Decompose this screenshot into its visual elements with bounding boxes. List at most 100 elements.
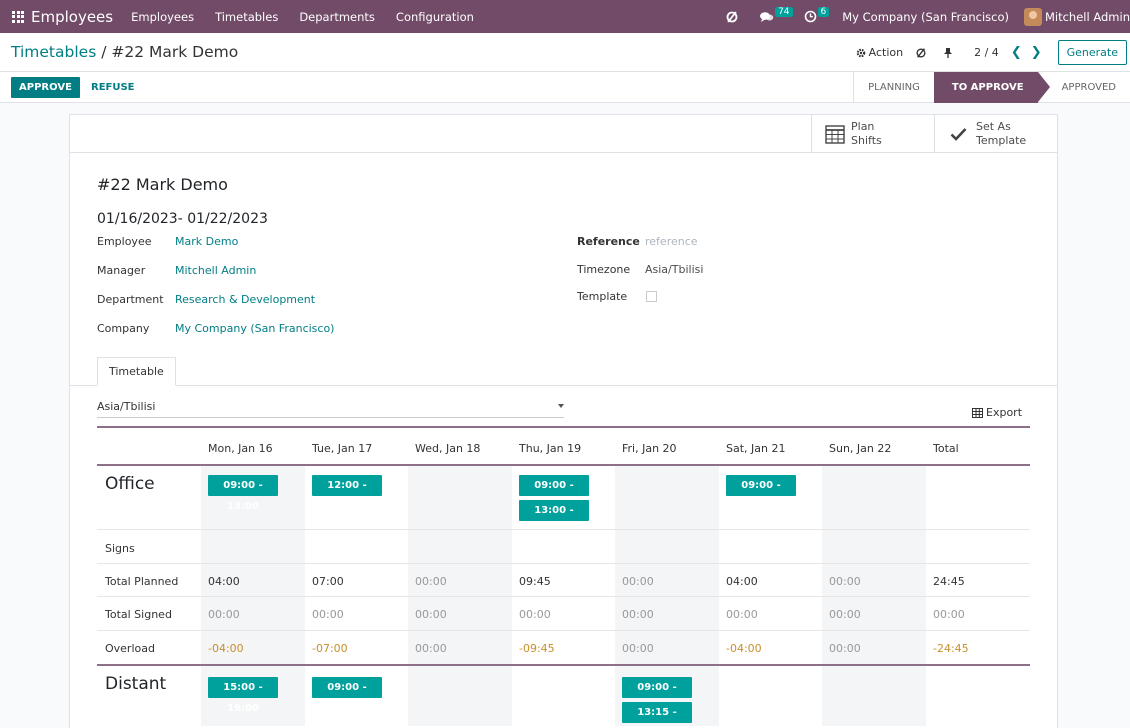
day-header-wed: Wed, Jan 18 [415, 442, 481, 455]
overload-thu: -09:45 [519, 642, 555, 655]
reference-label: Reference [577, 235, 640, 248]
signed-sun: 00:00 [829, 608, 861, 621]
action-menu-button[interactable]: Action [856, 46, 903, 59]
overload-total: -24:45 [933, 642, 969, 655]
shift-block[interactable]: 09:00 - 12:30 [622, 677, 692, 714]
menu-employees[interactable]: Employees [131, 9, 195, 24]
timetable-timezone-select[interactable]: Asia/Tbilisi [97, 400, 564, 418]
generate-button[interactable]: Generate [1057, 40, 1127, 65]
checkmark-icon [950, 128, 967, 141]
section-office: Office [105, 474, 155, 494]
menu-timetables[interactable]: Timetables [215, 9, 279, 24]
signed-total: 00:00 [933, 608, 965, 621]
refresh-record-icon[interactable] [915, 47, 927, 59]
dropdown-caret-icon [558, 404, 564, 408]
user-menu[interactable]: Mitchell Admin [1044, 9, 1130, 24]
planned-mon: 04:00 [208, 575, 240, 588]
menu-configuration[interactable]: Configuration [395, 9, 474, 24]
set-as-template-button[interactable]: Set As Template [934, 115, 1057, 153]
planned-sat: 04:00 [726, 575, 758, 588]
user-avatar[interactable] [1023, 7, 1042, 26]
top-navbar: Employees Employees Timetables Departmen… [0, 0, 1130, 33]
pager-value[interactable]: 2 / 4 [974, 46, 999, 59]
plan-shifts-line2: Shifts [851, 134, 882, 147]
table-icon [972, 407, 983, 418]
breadcrumb: Timetables / #22 Mark Demo [11, 43, 238, 61]
pager-previous-icon[interactable]: ❮ [1010, 45, 1022, 60]
tab-timetable[interactable]: Timetable [97, 357, 176, 386]
stage-planning[interactable]: PLANNING [853, 72, 934, 103]
shift-block[interactable]: 13:15 - 19:00 [622, 702, 692, 723]
employee-field[interactable]: Mark Demo [175, 235, 239, 248]
row-divider [97, 630, 1030, 631]
section-distant: Distant [105, 674, 167, 694]
overload-sun: 00:00 [829, 642, 861, 655]
chat-button[interactable]: 74 [759, 6, 793, 23]
distant-section-line [97, 664, 1030, 666]
shift-block[interactable]: 12:00 - 19:00 [312, 475, 382, 512]
systray: 74 6 My Company (San Francisco) Mitchell… [725, 6, 1130, 26]
stage-to-approve[interactable]: TO APPROVE [933, 72, 1050, 103]
menu-departments[interactable]: Departments [299, 9, 375, 24]
template-checkbox[interactable] [646, 291, 657, 302]
row-label-total-planned: Total Planned [105, 575, 179, 588]
department-label: Department [97, 293, 164, 306]
timetable-timezone-value: Asia/Tbilisi [97, 400, 156, 413]
shift-block[interactable]: 09:00 - 11:00 [312, 677, 382, 714]
form-sheet: Plan Shifts Set As Template #22 Mark Dem… [69, 114, 1058, 728]
timezone-label: Timezone [577, 263, 631, 276]
reference-input[interactable]: reference [645, 235, 698, 248]
plan-shifts-button[interactable]: Plan Shifts [811, 115, 934, 153]
overload-fri: 00:00 [622, 642, 654, 655]
shift-block[interactable]: 09:00 - 12:00 [519, 475, 589, 512]
timezone-field[interactable]: Asia/Tbilisi [645, 263, 704, 276]
shift-block[interactable]: 15:00 - 19:00 [208, 677, 278, 714]
day-header-fri: Fri, Jan 20 [622, 442, 677, 455]
row-label-overload: Overload [105, 642, 155, 655]
planned-fri: 00:00 [622, 575, 654, 588]
manager-field[interactable]: Mitchell Admin [175, 264, 257, 277]
plan-shifts-line1: Plan [851, 120, 875, 133]
export-button[interactable]: Export [972, 406, 1022, 419]
chat-icon [760, 11, 774, 22]
office-section-line [97, 464, 1030, 466]
stage-approved[interactable]: APPROVED [1061, 82, 1116, 93]
signed-sat: 00:00 [726, 608, 758, 621]
planned-wed: 00:00 [415, 575, 447, 588]
shift-block[interactable]: 09:00 - 13:00 [726, 475, 796, 512]
activity-button[interactable]: 6 [804, 6, 830, 23]
day-header-sun: Sun, Jan 22 [829, 442, 892, 455]
row-divider [97, 529, 1030, 530]
pin-icon[interactable] [943, 47, 953, 59]
overload-sat: -04:00 [726, 642, 762, 655]
shift-block[interactable]: 13:00 - 19:45 [519, 500, 589, 537]
gear-icon [856, 48, 865, 57]
signed-thu: 00:00 [519, 608, 551, 621]
breadcrumb-parent[interactable]: Timetables [11, 43, 97, 61]
apps-menu-icon[interactable] [12, 10, 24, 23]
refresh-icon[interactable] [725, 10, 739, 24]
smart-button-box: Plan Shifts Set As Template [70, 115, 1057, 153]
grid-top-line [97, 426, 1030, 428]
signed-wed: 00:00 [415, 608, 447, 621]
refuse-button[interactable]: REFUSE [91, 82, 135, 93]
breadcrumb-current: #22 Mark Demo [111, 43, 239, 61]
planned-tue: 07:00 [312, 575, 344, 588]
company-field[interactable]: My Company (San Francisco) [175, 322, 335, 335]
shift-block[interactable]: 09:00 - 13:00 [208, 475, 278, 512]
planned-sun: 00:00 [829, 575, 861, 588]
wed-column-shade [408, 464, 512, 726]
row-divider [97, 563, 1030, 564]
app-name[interactable]: Employees [31, 7, 114, 26]
company-switcher[interactable]: My Company (San Francisco) [842, 9, 1009, 24]
top-menu: Employees Timetables Departments Configu… [131, 10, 474, 24]
pager-next-icon[interactable]: ❯ [1030, 45, 1042, 60]
approve-button[interactable]: APPROVE [11, 77, 80, 98]
activity-count-badge: 6 [817, 6, 830, 17]
day-header-thu: Thu, Jan 19 [519, 442, 582, 455]
date-range: 01/16/2023- 01/22/2023 [97, 211, 268, 227]
day-header-mon: Mon, Jan 16 [208, 442, 273, 455]
department-field[interactable]: Research & Development [175, 293, 316, 306]
action-label: Action [868, 46, 904, 59]
clock-icon [804, 10, 816, 23]
